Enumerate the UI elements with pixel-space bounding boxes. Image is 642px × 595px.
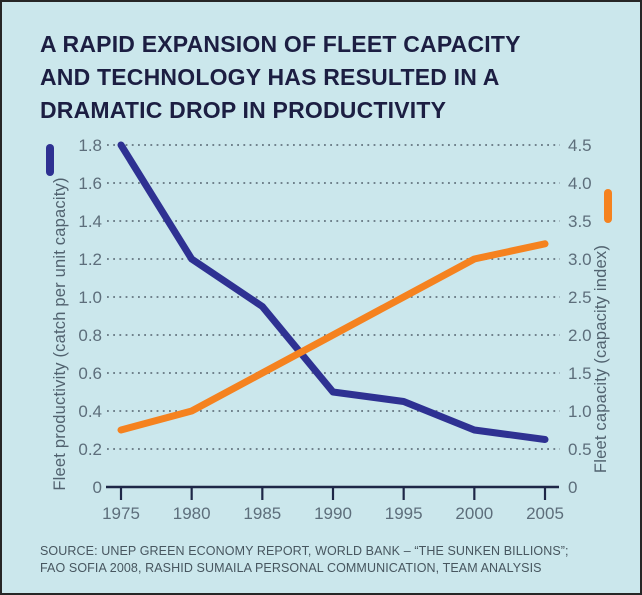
right-axis-tick-label: 3.0 [568, 250, 592, 269]
right-axis-tick-label: 0.5 [568, 440, 592, 459]
capacity-line [117, 240, 549, 434]
right-axis-tick-label: 1.5 [568, 364, 592, 383]
right-axis-tick-label: 4.5 [568, 136, 592, 155]
data-series [117, 141, 549, 443]
left-axis-label: Fleet productivity (catch per unit capac… [51, 177, 69, 490]
right-axis-tick-label: 2.0 [568, 326, 592, 345]
left-axis-tick-label: 1.2 [78, 250, 102, 269]
chart-title-line-2: AND TECHNOLOGY HAS RESULTED IN A [40, 64, 500, 90]
source-note-line-2: FAO SOFIA 2008, RASHID SUMAILA PERSONAL … [40, 561, 542, 575]
left-axis-tick-label: 0.2 [78, 440, 102, 459]
x-axis-tick-label: 1980 [173, 504, 211, 523]
right-axis-tick-label: 2.5 [568, 288, 592, 307]
right-axis-label: Fleet capacity (capacity index) [592, 245, 610, 473]
right-axis-tick-label: 3.5 [568, 212, 592, 231]
left-axis-tick-label: 1.6 [78, 174, 102, 193]
left-axis-tick-label: 1.4 [78, 212, 102, 231]
gridlines [107, 144, 560, 450]
x-axis-tick-label: 2000 [455, 504, 493, 523]
x-axis-tick-label: 1975 [102, 504, 140, 523]
source-note: SOURCE: UNEP GREEN ECONOMY REPORT, WORLD… [40, 543, 620, 577]
productivity-line [117, 141, 549, 443]
left-axis-tick-label: 1.0 [78, 288, 102, 307]
chart-title-line-3: DRAMATIC DROP IN PRODUCTIVITY [40, 97, 447, 123]
left-axis-tick-label: 0.4 [78, 402, 102, 421]
chart-title-line-1: A RAPID EXPANSION OF FLEET CAPACITY [40, 31, 521, 57]
left-axis-tick-label: 0 [93, 478, 102, 497]
axis-ticks: 1.8 4.5 1.6 4.0 1.4 3.5 1.2 3.0 1.0 2.5 0.8 2.0 0.6 1… [78, 136, 591, 497]
line-chart: Fleet productivity (catch per unit capac… [46, 136, 612, 523]
right-axis-tick-label: 4.0 [568, 174, 592, 193]
chart-title: A RAPID EXPANSION OF FLEET CAPACITY AND … [40, 28, 585, 127]
left-axis-tick-label: 1.8 [78, 136, 102, 155]
x-axis: 1975 1980 1985 1990 1995 2000 2005 [102, 485, 564, 523]
x-axis-tick-label: 1990 [314, 504, 352, 523]
source-note-line-1: SOURCE: UNEP GREEN ECONOMY REPORT, WORLD… [40, 544, 569, 558]
left-axis-tick-label: 0.8 [78, 326, 102, 345]
x-axis-tick-label: 1995 [385, 504, 423, 523]
left-axis-tick-label: 0.6 [78, 364, 102, 383]
right-axis-tick-label: 0 [568, 478, 577, 497]
x-axis-tick-label: 2005 [526, 504, 564, 523]
x-axis-tick-label: 1985 [243, 504, 281, 523]
right-axis-tick-label: 1.0 [568, 402, 592, 421]
